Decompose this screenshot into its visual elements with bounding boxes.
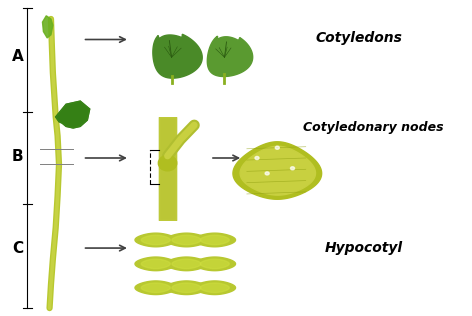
Text: Hypocotyl: Hypocotyl bbox=[324, 241, 403, 255]
Text: B: B bbox=[12, 149, 24, 164]
Polygon shape bbox=[200, 283, 229, 293]
Polygon shape bbox=[207, 36, 253, 76]
Polygon shape bbox=[172, 235, 201, 245]
Polygon shape bbox=[141, 235, 170, 245]
Polygon shape bbox=[135, 257, 177, 271]
Polygon shape bbox=[240, 146, 315, 195]
Polygon shape bbox=[194, 233, 236, 247]
Polygon shape bbox=[200, 259, 229, 269]
Polygon shape bbox=[233, 142, 321, 199]
Polygon shape bbox=[56, 101, 90, 128]
Text: C: C bbox=[12, 240, 24, 256]
Polygon shape bbox=[153, 34, 202, 78]
Polygon shape bbox=[166, 281, 207, 295]
Ellipse shape bbox=[255, 156, 259, 160]
Ellipse shape bbox=[158, 155, 177, 171]
Polygon shape bbox=[166, 233, 207, 247]
Polygon shape bbox=[42, 16, 53, 38]
Text: Cotyledonary nodes: Cotyledonary nodes bbox=[303, 121, 443, 135]
Polygon shape bbox=[166, 257, 207, 271]
Polygon shape bbox=[135, 281, 177, 295]
Polygon shape bbox=[141, 259, 170, 269]
Text: A: A bbox=[12, 49, 24, 64]
Polygon shape bbox=[141, 283, 170, 293]
Polygon shape bbox=[200, 235, 229, 245]
Polygon shape bbox=[172, 283, 201, 293]
Polygon shape bbox=[194, 281, 236, 295]
Polygon shape bbox=[135, 233, 177, 247]
Text: Cotyledons: Cotyledons bbox=[315, 31, 402, 45]
Polygon shape bbox=[56, 101, 90, 128]
Ellipse shape bbox=[265, 172, 269, 175]
Ellipse shape bbox=[275, 146, 279, 149]
Polygon shape bbox=[172, 259, 201, 269]
Polygon shape bbox=[194, 257, 236, 271]
Ellipse shape bbox=[290, 167, 295, 170]
